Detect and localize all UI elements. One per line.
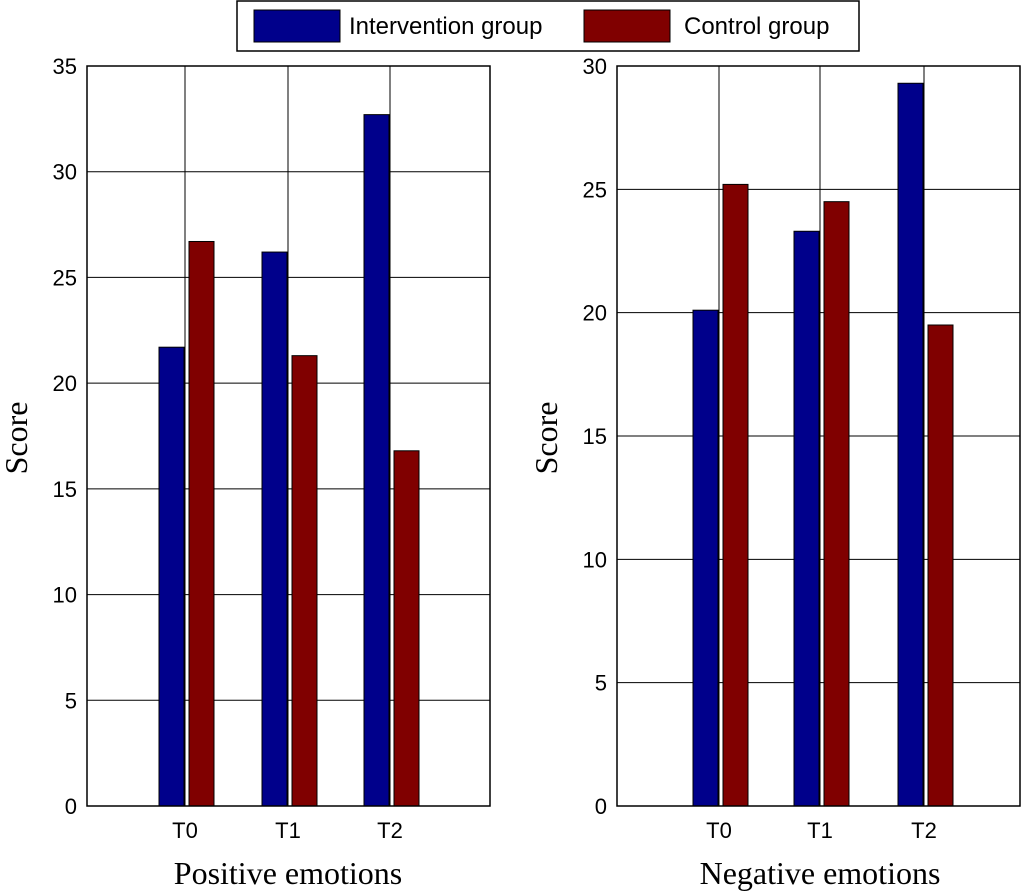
x-tick-labels: T0 T1 T2 xyxy=(706,818,937,843)
plot-frame xyxy=(616,65,1021,807)
y-axis-title: Score xyxy=(0,402,34,475)
x-tick-label: T0 xyxy=(172,818,198,843)
bar-control-t0 xyxy=(188,240,215,807)
bars xyxy=(158,114,420,807)
legend-swatch-control xyxy=(583,9,671,43)
y-tick-label: 35 xyxy=(53,54,77,79)
y-tick-label: 30 xyxy=(583,54,607,79)
y-tick-label: 20 xyxy=(583,301,607,326)
bar-intervention-t1 xyxy=(261,251,288,807)
y-axis-title: Score xyxy=(528,402,564,475)
bar-control-t1 xyxy=(291,355,318,807)
x-tick-labels: T0 T1 T2 xyxy=(172,818,403,843)
legend: Intervention group Control group xyxy=(236,0,860,52)
y-tick-label: 25 xyxy=(53,265,77,290)
bar-control-t0 xyxy=(722,183,749,807)
y-tick-label: 0 xyxy=(595,794,607,819)
y-tick-label: 5 xyxy=(595,671,607,696)
x-tick-label: T0 xyxy=(706,818,732,843)
y-tick-label: 10 xyxy=(53,583,77,608)
bar-intervention-t0 xyxy=(158,346,185,807)
bar-intervention-t1 xyxy=(793,230,820,807)
y-tick-label: 20 xyxy=(53,371,77,396)
bar-control-t1 xyxy=(823,201,850,807)
x-axis-title: Positive emotions xyxy=(174,855,402,891)
y-tick-label: 0 xyxy=(65,794,77,819)
legend-swatch-intervention xyxy=(253,9,341,43)
y-tick-label: 15 xyxy=(53,477,77,502)
x-axis-title: Negative emotions xyxy=(700,855,941,891)
gridlines xyxy=(87,66,490,806)
bar-intervention-t2 xyxy=(897,82,924,807)
x-tick-label: T2 xyxy=(377,818,403,843)
plot-frame xyxy=(86,65,491,807)
x-tick-label: T2 xyxy=(911,818,937,843)
bar-intervention-t2 xyxy=(363,114,390,807)
y-tick-label: 10 xyxy=(583,547,607,572)
y-tick-label: 15 xyxy=(583,424,607,449)
y-tick-label: 30 xyxy=(53,160,77,185)
negative-emotions-chart: 0 5 10 15 20 25 30 T0 T1 T2 Score Negative emoti… xyxy=(528,54,1021,891)
legend-label-intervention: Intervention group xyxy=(349,13,542,40)
y-tick-label: 25 xyxy=(583,177,607,202)
legend-label-control: Control group xyxy=(684,13,829,40)
positive-emotions-chart: 0 5 10 15 20 25 30 35 T0 T1 T2 Score Positive emo… xyxy=(0,54,491,891)
bar-control-t2 xyxy=(393,450,420,807)
y-tick-labels: 0 5 10 15 20 25 30 35 xyxy=(53,54,77,819)
bars xyxy=(692,82,954,807)
bar-control-t2 xyxy=(927,324,954,807)
x-tick-label: T1 xyxy=(275,818,301,843)
x-tick-label: T1 xyxy=(807,818,833,843)
bar-intervention-t0 xyxy=(692,309,719,807)
legend-box xyxy=(236,0,860,52)
y-tick-labels: 0 5 10 15 20 25 30 xyxy=(583,54,607,819)
y-tick-label: 5 xyxy=(65,688,77,713)
